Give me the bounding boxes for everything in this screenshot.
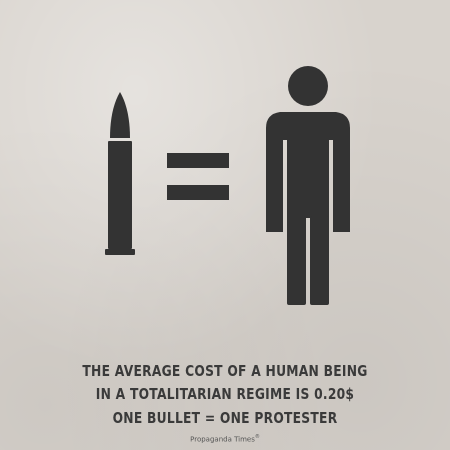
equals-icon: [167, 153, 229, 200]
caption-line-2: IN A TOTALITARIAN REGIME IS 0.20$: [95, 385, 355, 403]
bullet-icon: [105, 92, 135, 255]
brand-name: Propaganda Times: [190, 435, 255, 444]
caption-line-3: ONE BULLET = ONE PROTESTER: [112, 409, 338, 427]
brand-credit: Propaganda Times®: [0, 434, 450, 443]
poster-illustration: [105, 66, 350, 305]
brand-trademark: ®: [254, 434, 260, 440]
person-icon: [266, 66, 350, 305]
caption-line-1: THE AVERAGE COST OF A HUMAN BEING: [82, 362, 368, 380]
